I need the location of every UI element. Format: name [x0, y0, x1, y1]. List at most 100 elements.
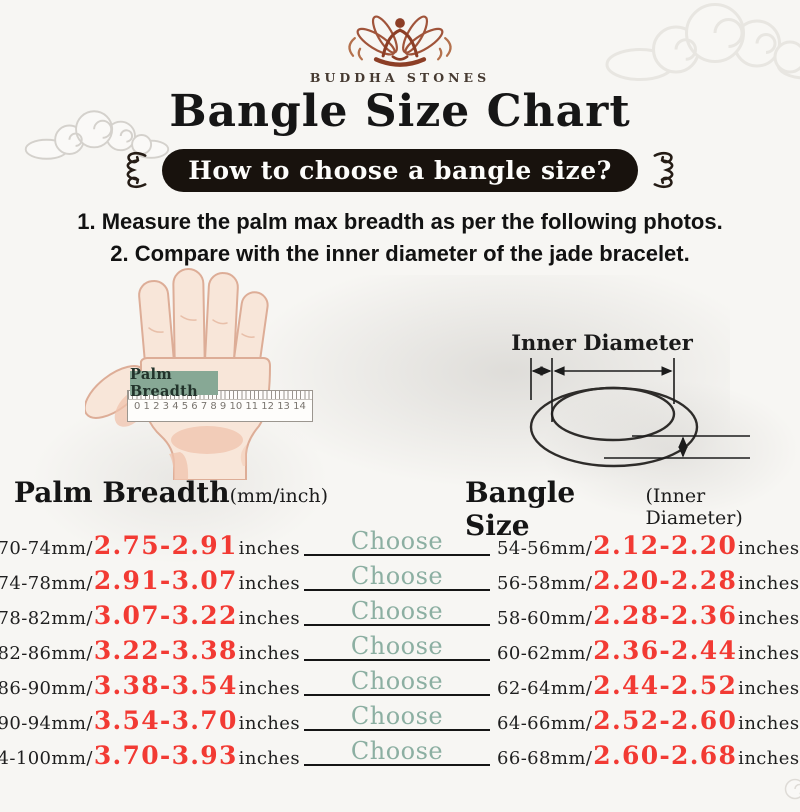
palm-range-mm: 94-100mm/ [0, 748, 93, 769]
choose-link[interactable]: Choose [351, 702, 443, 730]
palm-range-mm: 74-78mm/ [0, 573, 93, 594]
banner-question: How to choose a bangle size? [162, 149, 638, 192]
ruler-number: 1 [144, 401, 150, 412]
page-title: Bangle Size Chart [0, 86, 800, 137]
choose-link[interactable]: Choose [351, 667, 443, 695]
palm-size-cell: 70-74mm/ 2.75-2.91 inches [0, 531, 300, 560]
choose-link[interactable]: Choose [351, 527, 443, 555]
bangle-range-inches: 2.52-2.60 [593, 706, 737, 735]
bangle-range-inches: 2.12-2.20 [593, 531, 737, 560]
bangle-range-inches: 2.44-2.52 [593, 671, 737, 700]
choose-cell: Choose [304, 702, 490, 731]
palm-range-mm: 78-82mm/ [0, 608, 93, 629]
unit-label: inches [738, 573, 799, 594]
cloud-motif-bottom-right [756, 772, 800, 812]
bangle-size-cell: 60-62mm/ 2.36-2.44 inches [497, 636, 799, 665]
ruler-number: 10 [229, 401, 242, 412]
bangle-size-header-unit: (Inner Diameter) [646, 485, 800, 529]
size-table-headers: Palm Breadth (mm/inch) Bangle Size (Inne… [0, 476, 800, 514]
palm-range-inches: 3.54-3.70 [94, 706, 238, 735]
palm-range-mm: 86-90mm/ [0, 678, 93, 699]
ruler-number: 5 [182, 401, 188, 412]
unit-label: inches [738, 678, 799, 699]
size-row: 70-74mm/ 2.75-2.91 inches Choose 54-56mm… [0, 528, 800, 563]
ruler-number: 6 [191, 401, 197, 412]
choose-link[interactable]: Choose [351, 737, 443, 765]
size-row: 94-100mm/ 3.70-3.93 inches Choose 66-68m… [0, 738, 800, 773]
size-row: 86-90mm/ 3.38-3.54 inches Choose 62-64mm… [0, 668, 800, 703]
step-1: 1. Measure the palm max breadth as per t… [0, 206, 800, 238]
inner-diameter-label: Inner Diameter [502, 330, 702, 355]
size-row: 78-82mm/ 3.07-3.22 inches Choose 58-60mm… [0, 598, 800, 633]
choose-cell: Choose [304, 527, 490, 556]
unit-label: inches [738, 643, 799, 664]
palm-size-cell: 90-94mm/ 3.54-3.70 inches [0, 706, 300, 735]
unit-label: inches [239, 538, 300, 559]
palm-size-cell: 86-90mm/ 3.38-3.54 inches [0, 671, 300, 700]
palm-range-inches: 3.07-3.22 [94, 601, 238, 630]
palm-breadth-header-unit: (mm/inch) [230, 485, 328, 507]
bangle-diagram [502, 358, 750, 476]
unit-label: inches [738, 713, 799, 734]
bangle-size-cell: 62-64mm/ 2.44-2.52 inches [497, 671, 799, 700]
size-row: 74-78mm/ 2.91-3.07 inches Choose 56-58mm… [0, 563, 800, 598]
unit-label: inches [239, 643, 300, 664]
choose-cell: Choose [304, 562, 490, 591]
flourish-right-icon [650, 148, 682, 192]
bangle-size-cell: 56-58mm/ 2.20-2.28 inches [497, 566, 799, 595]
bangle-range-mm: 66-68mm/ [497, 748, 592, 769]
palm-range-inches: 2.91-3.07 [94, 566, 238, 595]
bangle-size-cell: 54-56mm/ 2.12-2.20 inches [497, 531, 799, 560]
choose-cell: Choose [304, 737, 490, 766]
choose-cell: Choose [304, 632, 490, 661]
palm-breadth-header-title: Palm Breadth [14, 476, 230, 509]
palm-size-cell: 82-86mm/ 3.22-3.38 inches [0, 636, 300, 665]
choose-link[interactable]: Choose [351, 597, 443, 625]
bangle-range-mm: 56-58mm/ [497, 573, 592, 594]
bangle-range-mm: 64-66mm/ [497, 713, 592, 734]
palm-size-cell: 74-78mm/ 2.91-3.07 inches [0, 566, 300, 595]
ruler-number: 14 [293, 401, 306, 412]
unit-label: inches [239, 608, 300, 629]
unit-label: inches [239, 678, 300, 699]
bangle-range-inches: 2.60-2.68 [593, 741, 737, 770]
palm-breadth-header: Palm Breadth (mm/inch) [0, 476, 342, 509]
ruler-number: 3 [163, 401, 169, 412]
size-table: 70-74mm/ 2.75-2.91 inches Choose 54-56mm… [0, 528, 800, 773]
palm-range-inches: 2.75-2.91 [94, 531, 238, 560]
bangle-size-cell: 58-60mm/ 2.28-2.36 inches [497, 601, 799, 630]
palm-range-mm: 90-94mm/ [0, 713, 93, 734]
ruler-number: 13 [277, 401, 290, 412]
bangle-range-mm: 58-60mm/ [497, 608, 592, 629]
ruler-number: 8 [210, 401, 216, 412]
ruler-number: 9 [220, 401, 226, 412]
bangle-range-mm: 60-62mm/ [497, 643, 592, 664]
step-2: 2. Compare with the inner diameter of th… [0, 238, 800, 270]
banner-row: How to choose a bangle size? [0, 148, 800, 192]
unit-label: inches [738, 608, 799, 629]
ruler-number: 11 [245, 401, 258, 412]
choose-link[interactable]: Choose [351, 562, 443, 590]
palm-range-mm: 82-86mm/ [0, 643, 93, 664]
palm-breadth-band: Palm Breadth [130, 371, 218, 395]
buddha-stones-lotus-logo-icon [335, 8, 465, 70]
unit-label: inches [239, 748, 300, 769]
instructions: 1. Measure the palm max breadth as per t… [0, 206, 800, 270]
ruler-number: 4 [172, 401, 178, 412]
palm-range-inches: 3.22-3.38 [94, 636, 238, 665]
flourish-left-icon [118, 148, 150, 192]
size-row: 82-86mm/ 3.22-3.38 inches Choose 60-62mm… [0, 633, 800, 668]
choose-link[interactable]: Choose [351, 632, 443, 660]
palm-size-cell: 78-82mm/ 3.07-3.22 inches [0, 601, 300, 630]
ruler-number: 7 [201, 401, 207, 412]
size-row: 90-94mm/ 3.54-3.70 inches Choose 64-66mm… [0, 703, 800, 738]
bangle-diameter-illustration: Inner Diameter [502, 330, 750, 478]
unit-label: inches [239, 713, 300, 734]
bangle-range-mm: 62-64mm/ [497, 678, 592, 699]
unit-label: inches [738, 538, 799, 559]
ruler-number: 2 [153, 401, 159, 412]
ruler-numbers: 0 1 2 3 4 5 6 7 8 9 10 11 12 13 14 [128, 400, 312, 412]
palm-range-inches: 3.38-3.54 [94, 671, 238, 700]
bangle-range-mm: 54-56mm/ [497, 538, 592, 559]
ruler-number: 12 [261, 401, 274, 412]
